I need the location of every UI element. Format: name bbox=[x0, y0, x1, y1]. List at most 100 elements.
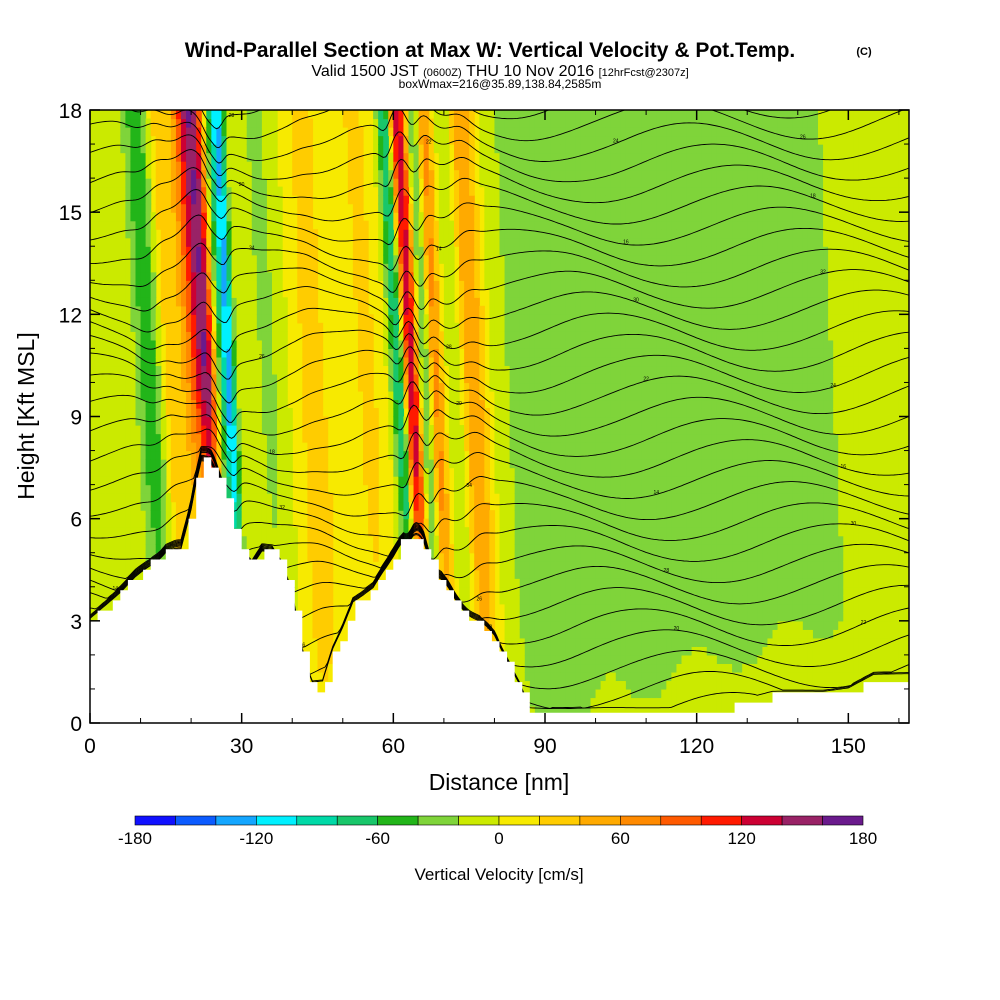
velocity-cell bbox=[150, 501, 157, 511]
velocity-cell bbox=[509, 297, 516, 307]
velocity-cell bbox=[428, 263, 435, 273]
velocity-cell bbox=[368, 373, 374, 384]
velocity-cell bbox=[100, 425, 106, 435]
velocity-cell bbox=[509, 467, 516, 477]
velocity-cell bbox=[509, 518, 516, 528]
velocity-cell bbox=[90, 569, 96, 579]
velocity-cell bbox=[90, 561, 96, 571]
velocity-cell bbox=[241, 484, 248, 494]
velocity-cell bbox=[287, 544, 293, 554]
velocity-cell bbox=[266, 246, 273, 256]
velocity-cell bbox=[312, 280, 319, 290]
velocity-cell bbox=[135, 331, 142, 341]
velocity-cell bbox=[251, 135, 258, 145]
velocity-cell bbox=[231, 442, 238, 452]
velocity-cell bbox=[135, 518, 142, 528]
velocity-cell bbox=[469, 186, 475, 196]
velocity-cell bbox=[100, 527, 106, 537]
velocity-cell bbox=[428, 254, 435, 264]
velocity-cell bbox=[155, 527, 162, 537]
velocity-cell bbox=[474, 603, 480, 613]
velocity-cell bbox=[175, 467, 182, 477]
velocity-cell bbox=[408, 331, 415, 341]
velocity-cell bbox=[181, 314, 187, 324]
velocity-cell bbox=[160, 229, 167, 239]
velocity-cell bbox=[90, 552, 96, 562]
velocity-cell bbox=[312, 331, 319, 341]
velocity-cell bbox=[307, 229, 314, 239]
velocity-cell bbox=[241, 263, 248, 273]
velocity-cell bbox=[534, 603, 541, 613]
velocity-cell bbox=[363, 331, 369, 341]
velocity-cell bbox=[125, 203, 132, 213]
velocity-cell bbox=[408, 288, 415, 298]
velocity-cell bbox=[408, 178, 415, 188]
velocity-cell bbox=[155, 169, 162, 179]
velocity-cell bbox=[145, 450, 152, 460]
velocity-cell bbox=[504, 561, 511, 571]
velocity-cell bbox=[236, 450, 243, 460]
velocity-cell bbox=[170, 169, 177, 179]
velocity-cell bbox=[196, 254, 202, 264]
velocity-cell bbox=[216, 254, 223, 264]
velocity-cell bbox=[499, 203, 506, 213]
velocity-cell bbox=[499, 288, 506, 298]
velocity-cell bbox=[226, 152, 233, 162]
velocity-cell bbox=[145, 229, 152, 239]
velocity-cell bbox=[438, 348, 445, 358]
velocity-cell bbox=[479, 518, 485, 528]
velocity-cell bbox=[105, 135, 111, 145]
velocity-cell bbox=[479, 527, 485, 537]
velocity-cell bbox=[418, 305, 425, 315]
velocity-cell bbox=[100, 586, 106, 596]
velocity-cell bbox=[277, 552, 283, 562]
velocity-cell bbox=[464, 399, 470, 409]
velocity-cell bbox=[312, 493, 319, 503]
velocity-cell bbox=[529, 697, 536, 707]
velocity-cell bbox=[363, 229, 369, 239]
velocity-cell bbox=[398, 178, 405, 188]
velocity-cell bbox=[357, 339, 364, 349]
velocity-cell bbox=[464, 178, 470, 188]
velocity-cell bbox=[489, 339, 496, 349]
velocity-cell bbox=[514, 161, 521, 171]
velocity-cell bbox=[226, 433, 233, 443]
velocity-cell bbox=[211, 186, 217, 196]
velocity-cell bbox=[484, 203, 490, 213]
velocity-cell bbox=[443, 510, 450, 520]
velocity-cell bbox=[373, 476, 379, 486]
velocity-cell bbox=[469, 169, 475, 179]
velocity-cell bbox=[302, 271, 308, 281]
velocity-cell bbox=[438, 339, 445, 349]
velocity-cell bbox=[534, 110, 541, 120]
velocity-cell bbox=[383, 271, 389, 281]
velocity-cell bbox=[499, 135, 506, 145]
velocity-cell bbox=[317, 620, 324, 630]
velocity-cell bbox=[448, 425, 455, 435]
velocity-cell bbox=[448, 578, 455, 588]
velocity-cell bbox=[489, 220, 496, 230]
velocity-cell bbox=[524, 152, 531, 162]
velocity-cell bbox=[196, 416, 202, 426]
velocity-cell bbox=[246, 110, 253, 120]
velocity-cell bbox=[201, 305, 207, 315]
velocity-cell bbox=[504, 186, 511, 196]
velocity-cell bbox=[509, 595, 516, 605]
velocity-cell bbox=[413, 467, 420, 477]
velocity-cell bbox=[135, 450, 142, 460]
velocity-cell bbox=[115, 331, 121, 341]
velocity-cell bbox=[357, 348, 364, 358]
velocity-cell bbox=[464, 152, 470, 162]
velocity-cell bbox=[519, 484, 526, 494]
velocity-cell bbox=[423, 263, 430, 273]
velocity-cell bbox=[519, 186, 526, 196]
velocity-cell bbox=[524, 680, 531, 690]
velocity-cell bbox=[519, 612, 526, 622]
velocity-cell bbox=[423, 161, 430, 171]
velocity-cell bbox=[352, 203, 359, 213]
velocity-cell bbox=[534, 459, 541, 469]
velocity-cell bbox=[100, 127, 106, 137]
velocity-cell bbox=[347, 127, 354, 137]
velocity-cell bbox=[181, 510, 187, 520]
velocity-cell bbox=[302, 161, 308, 171]
